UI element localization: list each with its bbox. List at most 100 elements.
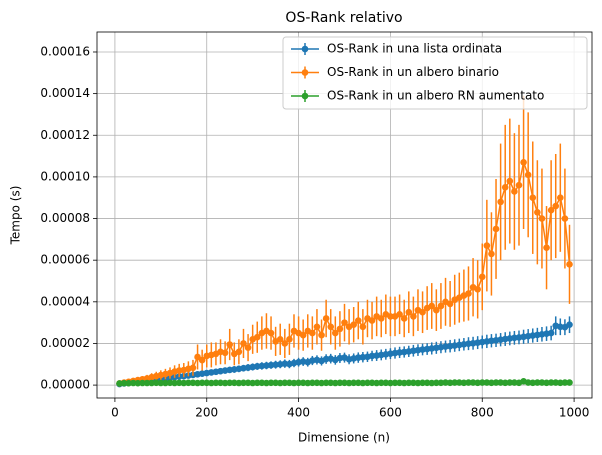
marker xyxy=(387,313,394,320)
y-tick-label: 0.00010 xyxy=(40,169,90,183)
marker xyxy=(309,329,316,337)
legend-label: OS-Rank in un albero RN aumentato xyxy=(327,89,544,103)
marker xyxy=(474,286,481,293)
x-tick-label: 1000 xyxy=(559,406,590,420)
marker xyxy=(400,315,408,322)
marker xyxy=(566,321,573,329)
marker xyxy=(281,340,289,347)
marker xyxy=(322,379,330,387)
marker xyxy=(566,261,573,268)
marker xyxy=(377,379,385,387)
marker xyxy=(488,250,495,258)
marker xyxy=(534,379,541,386)
marker xyxy=(465,379,472,386)
marker xyxy=(354,317,362,324)
marker xyxy=(524,171,532,179)
marker xyxy=(501,184,509,191)
axes-frame xyxy=(96,31,593,399)
series xyxy=(116,95,573,387)
y-tick-label: 0.00004 xyxy=(40,294,90,308)
marker xyxy=(419,308,426,316)
marker xyxy=(327,323,335,331)
marker xyxy=(410,313,417,320)
marker xyxy=(566,379,573,386)
marker xyxy=(405,379,413,387)
marker xyxy=(309,379,316,387)
x-tick-label: 600 xyxy=(379,406,402,420)
marker xyxy=(281,379,289,387)
series xyxy=(116,378,573,387)
marker xyxy=(419,379,426,387)
marker xyxy=(433,379,440,387)
marker xyxy=(240,379,247,387)
marker xyxy=(226,379,234,387)
marker xyxy=(492,379,500,386)
legend-marker xyxy=(301,92,309,100)
marker xyxy=(286,335,293,343)
marker xyxy=(405,308,413,316)
marker xyxy=(235,348,243,356)
marker xyxy=(437,302,445,310)
marker xyxy=(557,194,564,202)
marker xyxy=(529,194,537,202)
y-tick-label: 0.00012 xyxy=(40,128,90,142)
marker xyxy=(377,315,385,322)
y-tick-label: 0.00006 xyxy=(40,253,90,267)
marker xyxy=(336,325,344,333)
marker xyxy=(520,159,527,166)
legend-label: OS-Rank in una lista ordinata xyxy=(327,42,502,56)
marker xyxy=(198,379,206,387)
marker xyxy=(359,323,367,331)
marker xyxy=(511,188,518,195)
marker xyxy=(185,379,192,387)
legend-marker xyxy=(301,69,309,76)
marker xyxy=(157,379,165,387)
chart-title: OS-Rank relativo xyxy=(285,10,402,26)
y-tick-label: 0.00014 xyxy=(40,86,90,100)
marker xyxy=(198,356,206,364)
y-tick-label: 0.00002 xyxy=(40,336,90,350)
x-tick-label: 800 xyxy=(471,406,494,420)
marker xyxy=(547,329,555,337)
marker xyxy=(350,321,357,329)
marker xyxy=(240,340,247,347)
y-tick-label: 0.00016 xyxy=(40,44,90,58)
marker xyxy=(332,329,339,337)
legend-marker xyxy=(301,45,309,53)
marker xyxy=(221,349,229,357)
marker xyxy=(561,215,569,222)
marker xyxy=(189,364,197,372)
marker xyxy=(139,379,146,387)
marker xyxy=(295,379,302,387)
legend-label: OS-Rank in un albero binario xyxy=(327,65,499,79)
marker xyxy=(506,379,514,386)
marker xyxy=(465,290,472,297)
marker xyxy=(547,206,555,214)
marker xyxy=(506,177,514,185)
x-axis-label: Dimensione (n) xyxy=(298,431,390,445)
marker xyxy=(534,208,541,216)
marker xyxy=(561,379,569,386)
marker xyxy=(244,344,252,351)
marker xyxy=(547,379,555,386)
series-line xyxy=(119,159,571,385)
marker xyxy=(543,244,550,251)
marker xyxy=(515,181,523,189)
marker xyxy=(253,333,261,341)
x-tick-label: 400 xyxy=(287,406,310,420)
marker xyxy=(497,198,504,206)
marker xyxy=(350,379,357,387)
marker xyxy=(451,379,459,386)
marker xyxy=(538,215,546,222)
y-axis-label: Tempo (s) xyxy=(9,186,23,246)
marker xyxy=(483,242,491,249)
y-tick-label: 0.00000 xyxy=(40,378,90,392)
marker xyxy=(478,379,486,386)
marker xyxy=(299,331,307,339)
marker xyxy=(433,306,440,314)
marker xyxy=(322,315,330,322)
marker xyxy=(226,341,234,348)
marker xyxy=(364,379,371,387)
marker xyxy=(396,311,403,318)
